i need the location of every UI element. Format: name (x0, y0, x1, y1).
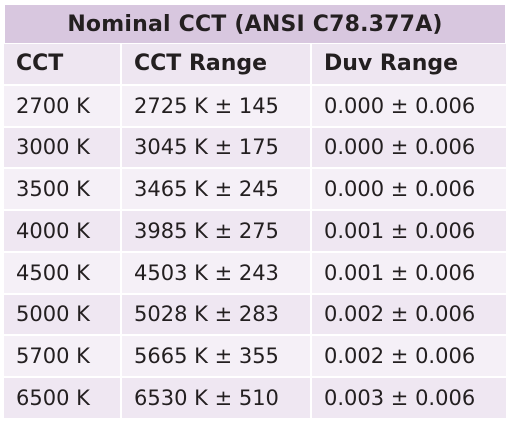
cell-cct: 3000 K (4, 127, 122, 170)
cell-cct-range: 3985 K ± 275 (122, 211, 312, 253)
cell-cct-range: 3465 K ± 245 (122, 169, 312, 211)
cell-duv-range: 0.000 ± 0.006 (312, 127, 506, 170)
cell-duv-range: 0.003 ± 0.006 (312, 378, 506, 420)
cell-cct: 4500 K (4, 252, 122, 295)
cell-duv-range: 0.001 ± 0.006 (312, 252, 506, 295)
header-cct-range: CCT Range (122, 44, 312, 86)
cell-cct: 5700 K (4, 336, 122, 378)
cell-cct-range: 3045 K ± 175 (122, 127, 312, 170)
cell-cct: 5000 K (4, 294, 122, 337)
table-grid: CCT CCT Range Duv Range 2700 K 2725 K ± … (4, 44, 506, 420)
cell-duv-range: 0.001 ± 0.006 (312, 211, 506, 253)
cell-cct-range: 4503 K ± 243 (122, 252, 312, 295)
cell-duv-range: 0.000 ± 0.006 (312, 85, 506, 128)
cell-duv-range: 0.002 ± 0.006 (312, 294, 506, 337)
cell-cct-range: 2725 K ± 145 (122, 85, 312, 128)
cell-duv-range: 0.002 ± 0.006 (312, 336, 506, 378)
cell-cct: 4000 K (4, 211, 122, 253)
cell-cct-range: 5665 K ± 355 (122, 336, 312, 378)
header-cct: CCT (4, 44, 122, 86)
cell-cct-range: 5028 K ± 283 (122, 294, 312, 337)
header-duv-range: Duv Range (312, 44, 506, 86)
cell-cct-range: 6530 K ± 510 (122, 378, 312, 420)
cell-cct: 3500 K (4, 169, 122, 211)
cell-cct: 6500 K (4, 378, 122, 420)
cell-duv-range: 0.000 ± 0.006 (312, 169, 506, 211)
table-title: Nominal CCT (ANSI C78.377A) (4, 4, 506, 44)
cell-cct: 2700 K (4, 85, 122, 128)
cct-table: Nominal CCT (ANSI C78.377A) CCT CCT Rang… (4, 4, 506, 420)
